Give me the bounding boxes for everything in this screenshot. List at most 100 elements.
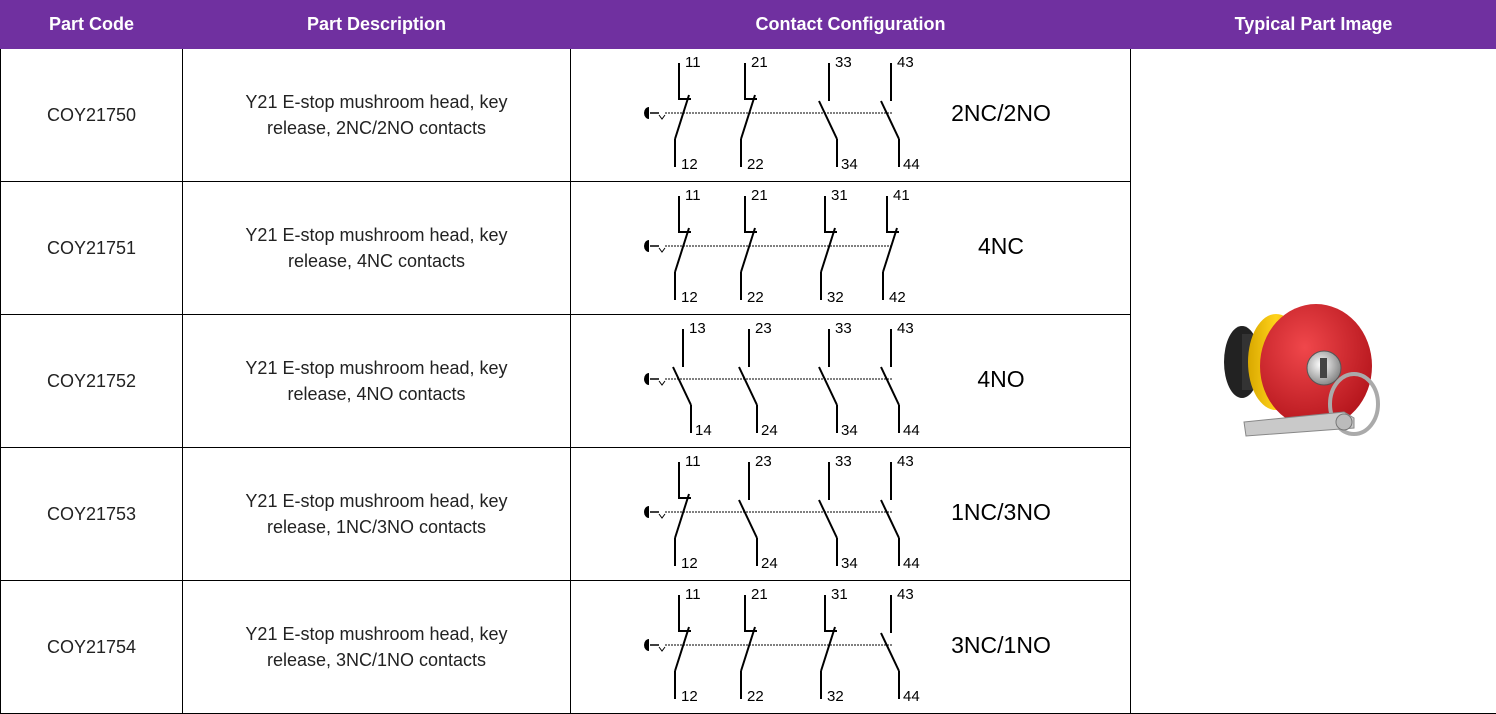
terminal-number: 31: [831, 586, 848, 603]
terminal-number: 14: [695, 422, 712, 439]
terminal-number: 11: [685, 54, 701, 71]
header-row: Part Code Part Description Contact Confi…: [1, 1, 1496, 49]
terminal-number: 11: [685, 453, 701, 470]
contact-no: [881, 462, 899, 538]
contact-no: [739, 329, 757, 405]
part-description: Y21 E-stop mushroom head, key release, 4…: [227, 222, 527, 274]
actuator-v: [659, 115, 665, 119]
part-code: COY21752: [1, 315, 183, 448]
terminal-number: 33: [835, 320, 852, 337]
terminal-number: 32: [827, 289, 844, 306]
terminal-number: 34: [841, 555, 858, 572]
terminal-number: 24: [761, 555, 778, 572]
contact-diagram: 11 12 23 24 33 34 43 44 1NC/3NO: [571, 448, 1129, 575]
actuator: [644, 506, 649, 518]
terminal-number: 12: [681, 289, 698, 306]
contact-no: [819, 63, 837, 139]
contact-nc: [741, 63, 757, 139]
terminal-number: 12: [681, 156, 698, 173]
terminal-number: 21: [751, 187, 768, 204]
image-cell: [1131, 49, 1496, 714]
header-cell: Part Description: [183, 1, 571, 49]
part-description: Y21 E-stop mushroom head, key release, 3…: [227, 621, 527, 673]
part-code: COY21751: [1, 182, 183, 315]
terminal-number: 33: [835, 54, 852, 71]
terminal-number: 43: [897, 453, 914, 470]
part-image: [1204, 294, 1424, 464]
actuator: [644, 107, 649, 119]
part-description: Y21 E-stop mushroom head, key release, 1…: [227, 488, 527, 540]
header-cell: Contact Configuration: [571, 1, 1131, 49]
config-label: 4NC: [978, 233, 1024, 259]
terminal-number: 23: [755, 320, 772, 337]
diagram-cell: 11 12 23 24 33 34 43 44 1NC/3NO: [571, 448, 1131, 581]
contact-no: [673, 329, 691, 405]
contact-no: [881, 595, 899, 671]
config-label: 4NO: [977, 366, 1024, 392]
terminal-number: 21: [751, 586, 768, 603]
terminal-number: 44: [903, 688, 920, 705]
contact-nc: [675, 196, 691, 272]
desc-cell: Y21 E-stop mushroom head, key release, 3…: [183, 581, 571, 714]
contact-nc: [675, 595, 691, 671]
terminal-number: 12: [681, 555, 698, 572]
header-cell: Typical Part Image: [1131, 1, 1496, 49]
terminal-number: 22: [747, 289, 764, 306]
contact-no: [739, 462, 757, 538]
terminal-number: 34: [841, 156, 858, 173]
terminal-number: 13: [689, 320, 706, 337]
terminal-number: 11: [685, 187, 701, 204]
actuator-v: [659, 381, 665, 385]
config-label: 3NC/1NO: [951, 632, 1051, 658]
contact-no: [881, 63, 899, 139]
terminal-number: 44: [903, 156, 920, 173]
terminal-number: 44: [903, 555, 920, 572]
terminal-number: 41: [893, 187, 910, 204]
terminal-number: 24: [761, 422, 778, 439]
terminal-number: 32: [827, 688, 844, 705]
desc-cell: Y21 E-stop mushroom head, key release, 4…: [183, 182, 571, 315]
actuator-v: [659, 248, 665, 252]
part-code: COY21750: [1, 49, 183, 182]
part-description: Y21 E-stop mushroom head, key release, 4…: [227, 355, 527, 407]
contact-no: [819, 462, 837, 538]
actuator-v: [659, 514, 665, 518]
contact-nc: [821, 196, 837, 272]
contact-nc: [821, 595, 837, 671]
terminal-number: 31: [831, 187, 848, 204]
part-code: COY21753: [1, 448, 183, 581]
contact-nc: [741, 196, 757, 272]
contact-nc: [675, 63, 691, 139]
terminal-number: 21: [751, 54, 768, 71]
actuator: [644, 639, 649, 651]
terminal-number: 11: [685, 586, 701, 603]
contact-nc: [741, 595, 757, 671]
terminal-number: 23: [755, 453, 772, 470]
terminal-number: 43: [897, 586, 914, 603]
page: Part Code Part Description Contact Confi…: [0, 0, 1496, 688]
contact-nc: [675, 462, 691, 538]
contact-no: [819, 329, 837, 405]
terminal-number: 33: [835, 453, 852, 470]
contact-nc: [883, 196, 899, 272]
terminal-number: 43: [897, 320, 914, 337]
desc-cell: Y21 E-stop mushroom head, key release, 1…: [183, 448, 571, 581]
terminal-number: 34: [841, 422, 858, 439]
actuator: [644, 373, 649, 385]
actuator: [644, 240, 649, 252]
terminal-number: 22: [747, 688, 764, 705]
part-code: COY21754: [1, 581, 183, 714]
config-label: 1NC/3NO: [951, 499, 1051, 525]
desc-cell: Y21 E-stop mushroom head, key release, 2…: [183, 49, 571, 182]
